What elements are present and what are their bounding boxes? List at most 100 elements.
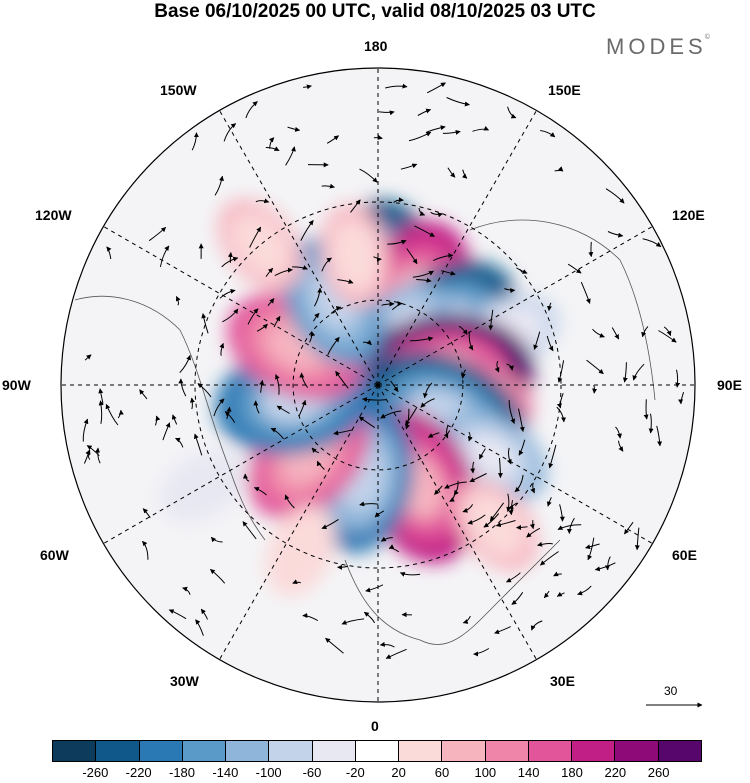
wind-vector bbox=[566, 517, 575, 534]
wind-vector bbox=[586, 359, 604, 375]
lon-label-60e: 60E bbox=[672, 547, 697, 563]
colorbar-cell bbox=[53, 741, 97, 761]
wind-vector bbox=[663, 326, 672, 337]
colorbar-cell bbox=[485, 741, 529, 761]
wind-vector bbox=[245, 101, 258, 119]
wind-vector bbox=[193, 433, 203, 456]
wind-vector bbox=[543, 590, 550, 599]
colorbar-cell bbox=[312, 741, 356, 761]
wind-vector bbox=[327, 336, 340, 356]
wind-vector bbox=[414, 225, 435, 237]
colorbar bbox=[52, 740, 702, 762]
wind-vector bbox=[300, 220, 314, 241]
wind-vector bbox=[274, 267, 293, 277]
wind-vector bbox=[508, 502, 518, 510]
anomaly-blob bbox=[476, 505, 515, 546]
colorbar-tick-label: -140 bbox=[212, 765, 239, 780]
wind-vector bbox=[139, 389, 148, 400]
wind-vector bbox=[175, 437, 184, 448]
copyright-mark: © bbox=[704, 34, 710, 41]
wind-vector bbox=[284, 494, 295, 509]
wind-vector bbox=[548, 444, 557, 469]
wind-vector bbox=[530, 620, 543, 631]
lon-label-150w: 150W bbox=[160, 82, 197, 98]
wind-vector bbox=[276, 405, 290, 414]
wind-vector bbox=[253, 487, 267, 496]
wind-vector bbox=[508, 399, 516, 424]
wind-vector bbox=[494, 626, 511, 635]
wind-vector bbox=[511, 592, 524, 605]
wind-vector bbox=[418, 207, 426, 216]
wind-vector bbox=[142, 540, 149, 560]
wind-vector bbox=[458, 325, 468, 335]
meridian-line bbox=[377, 226, 653, 386]
wind-vector bbox=[422, 382, 433, 399]
lon-label-120w: 120W bbox=[35, 207, 72, 223]
lon-label-90e: 90E bbox=[717, 377, 742, 393]
wind-vector bbox=[155, 415, 161, 426]
wind-vector bbox=[325, 637, 344, 654]
wind-vector bbox=[546, 302, 552, 312]
wind-vector bbox=[221, 256, 239, 268]
wind-vector bbox=[182, 586, 191, 595]
wind-vector bbox=[259, 379, 265, 393]
wind-vector bbox=[540, 130, 556, 138]
wind-vector bbox=[622, 362, 628, 383]
wind-vector bbox=[462, 615, 471, 624]
wind-vector bbox=[373, 134, 383, 140]
wind-vector bbox=[514, 474, 524, 493]
wind-vector bbox=[557, 524, 582, 530]
wind-vector bbox=[567, 263, 582, 274]
wind-vector bbox=[210, 536, 223, 543]
wind-vector bbox=[95, 447, 101, 464]
wind-vector bbox=[337, 279, 354, 284]
wind-vector bbox=[556, 591, 565, 597]
wind-vector bbox=[267, 298, 275, 307]
wind-vector bbox=[444, 481, 467, 489]
wind-vector bbox=[105, 403, 119, 426]
coastline-asia bbox=[469, 219, 656, 401]
wind-vector bbox=[224, 411, 236, 424]
wind-vector bbox=[468, 331, 474, 351]
wind-vector bbox=[529, 520, 535, 530]
wind-vector bbox=[618, 440, 624, 452]
anomaly-blob bbox=[241, 224, 280, 265]
wind-vector bbox=[311, 447, 319, 454]
wind-vector bbox=[321, 183, 335, 189]
wind-vector bbox=[219, 288, 236, 299]
wind-vector bbox=[472, 125, 490, 132]
wind-vector bbox=[462, 504, 474, 513]
colorbar-tick-label: 60 bbox=[434, 765, 450, 780]
wind-vector bbox=[400, 163, 418, 170]
wind-vector bbox=[179, 354, 191, 374]
wind-vector bbox=[391, 301, 403, 311]
wind-vector bbox=[298, 399, 307, 417]
wind-vector bbox=[200, 608, 208, 620]
colorbar-tick-label: -180 bbox=[168, 765, 196, 780]
wind-vector bbox=[540, 551, 559, 566]
wind-vector bbox=[255, 198, 270, 204]
colorbar-cell bbox=[269, 741, 313, 761]
colorbar-cell bbox=[226, 741, 270, 761]
wind-vector bbox=[553, 571, 562, 577]
wind-vector bbox=[85, 449, 91, 460]
wind-vector bbox=[405, 408, 410, 430]
wind-vector bbox=[275, 374, 280, 395]
meridian-line bbox=[219, 384, 379, 660]
wind-vector bbox=[470, 461, 476, 474]
wind-vector bbox=[270, 427, 284, 440]
wind-vector bbox=[82, 418, 89, 442]
wind-vector bbox=[159, 245, 170, 267]
meridian-line bbox=[103, 226, 379, 386]
lon-label-120e: 120E bbox=[672, 207, 705, 223]
colorbar-tick-label: -220 bbox=[125, 765, 152, 780]
brand-name: MODES bbox=[606, 34, 707, 59]
wind-vector bbox=[175, 295, 181, 306]
wind-vector bbox=[592, 328, 605, 338]
wind-vector bbox=[210, 568, 226, 584]
wind-vector bbox=[461, 169, 468, 179]
wind-vector bbox=[197, 383, 212, 398]
wind-vector bbox=[427, 432, 440, 438]
wind-vector bbox=[195, 619, 204, 636]
wind-vector bbox=[530, 482, 535, 494]
